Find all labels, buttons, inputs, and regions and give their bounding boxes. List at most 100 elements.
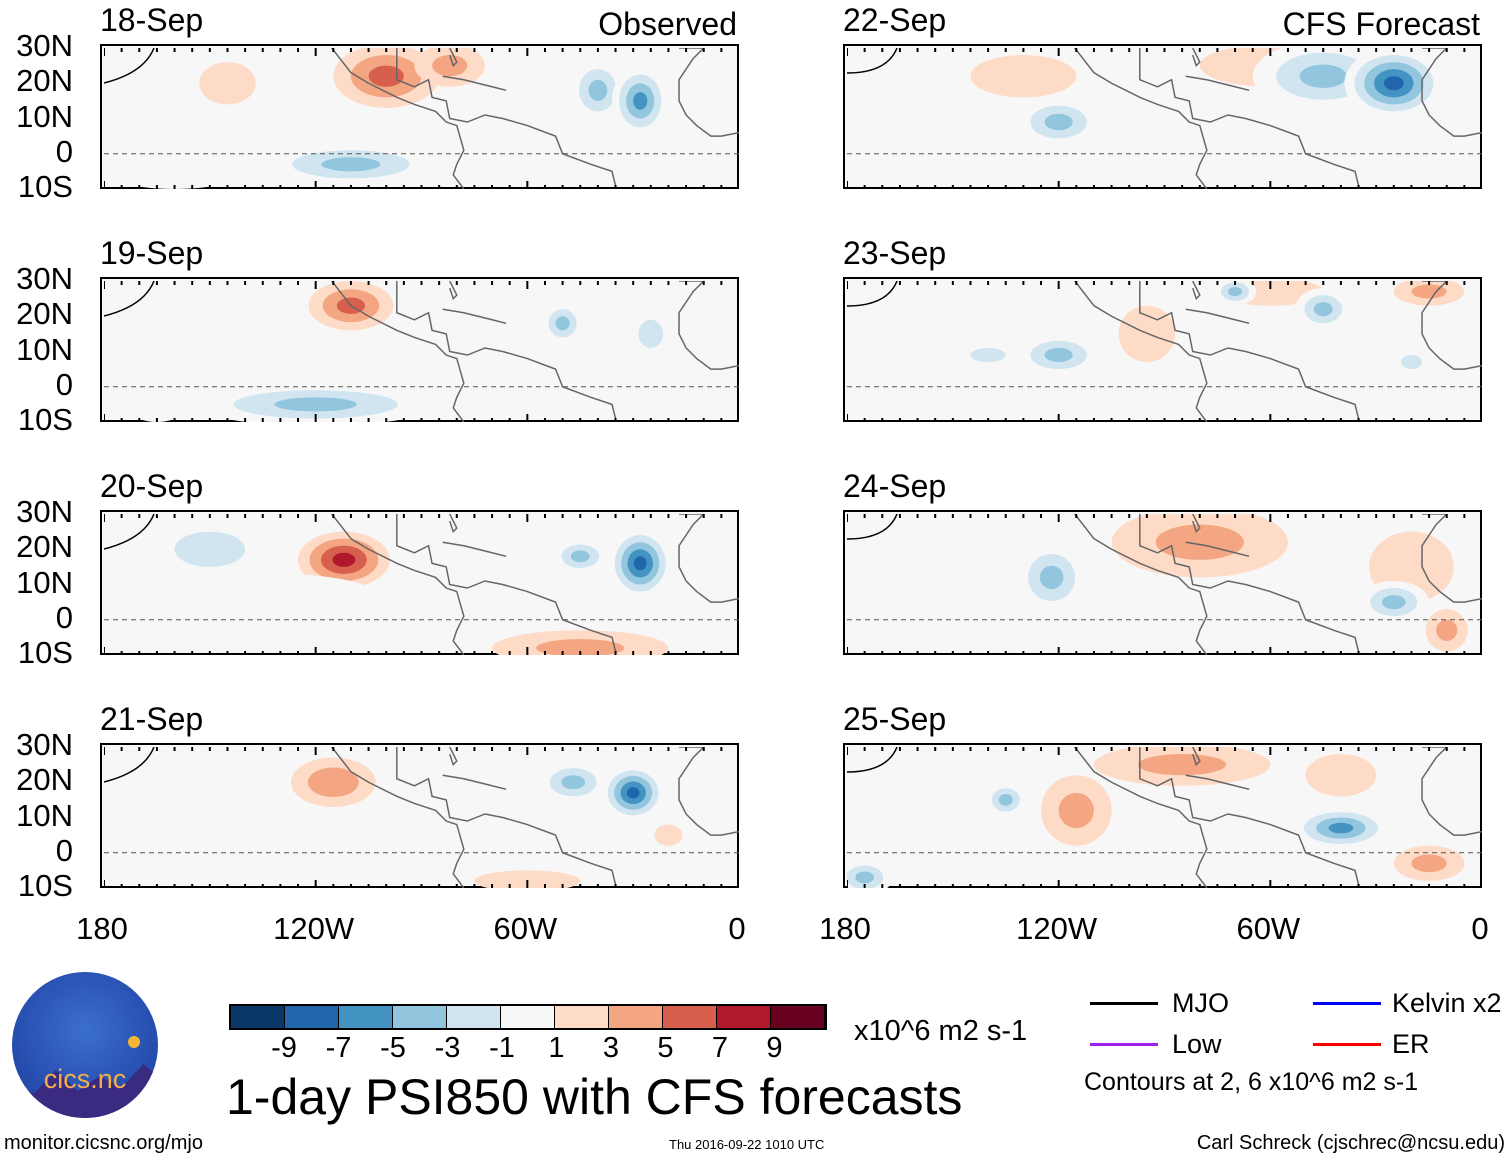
y-tick-label: 10N (16, 797, 73, 833)
map-canvas (104, 514, 739, 655)
coastline (1421, 48, 1482, 137)
coastline (678, 747, 739, 836)
map-canvas (847, 281, 1482, 422)
y-tick-label: 0 (55, 599, 73, 635)
anomaly-contour--5 (998, 794, 1013, 806)
anomaly-contour--5 (588, 79, 608, 101)
colorbar-label: -9 (271, 1032, 297, 1064)
colorbar-label: -1 (489, 1032, 515, 1064)
anomaly-contour--7 (1328, 822, 1354, 834)
anomaly-contour--1 (139, 305, 281, 363)
panel-tag: CFS Forecast (1282, 6, 1480, 42)
anomaly-contour--1 (174, 573, 387, 631)
coastline (1192, 514, 1201, 534)
anomaly-contour-5 (368, 65, 404, 87)
anomaly-contour-3 (1436, 619, 1458, 641)
y-tick-label: 10N (16, 564, 73, 600)
anomaly-contour--1 (128, 768, 256, 853)
y-tick-label: 30N (16, 261, 73, 296)
anomaly-contour-3 (1155, 524, 1244, 560)
anomaly-contour-3 (1411, 854, 1447, 873)
panel-date: 18-Sep (100, 2, 204, 38)
coastline (1421, 281, 1482, 370)
y-tick-label: 30N (16, 494, 73, 529)
anomaly-contour--5 (570, 550, 590, 563)
colorbar (229, 1004, 827, 1030)
anomaly-contour--5 (1313, 302, 1333, 317)
y-tick-label: 10N (16, 98, 73, 134)
x-tick-label: 0 (1471, 911, 1489, 946)
legend-kelvin: Kelvin x2 (1392, 988, 1502, 1018)
footer-timestamp: Thu 2016-09-22 1010 UTC (669, 1137, 825, 1152)
anomaly-contour--1 (899, 62, 971, 105)
y-tick-label: 0 (55, 133, 73, 169)
coastline (449, 281, 458, 301)
coastline (678, 48, 739, 137)
y-tick-label: 0 (55, 832, 73, 868)
y-tick-label: 10S (17, 868, 73, 903)
coastline (1185, 308, 1250, 325)
y-tick-label: 0 (55, 366, 73, 402)
anomaly-contour--5 (1299, 64, 1347, 88)
colorbar-swatch (339, 1006, 393, 1028)
coastline (449, 747, 458, 767)
mjo-contour (104, 514, 155, 550)
mjo-contour (847, 281, 898, 307)
coastline (1073, 281, 1208, 422)
y-tick-label: 20N (16, 529, 73, 565)
contour-note: Contours at 2, 6 x10^6 m2 s-1 (1084, 1068, 1419, 1096)
colorbar-label: 1 (548, 1032, 565, 1064)
coastline (1421, 747, 1482, 836)
map-panel-25-Sep (843, 743, 1482, 888)
y-tick-label: 10S (17, 402, 73, 437)
mjo-contour (104, 281, 155, 317)
map-canvas (847, 48, 1482, 189)
panel-date: 19-Sep (100, 235, 204, 271)
anomaly-contour-3 (307, 767, 359, 798)
map-panel-22-Sep (843, 44, 1482, 189)
x-tick-label: 60W (1236, 911, 1301, 946)
colorbar-swatch (231, 1006, 285, 1028)
mjo-legend-line (1090, 1002, 1158, 1005)
y-tick-label: 10N (16, 331, 73, 367)
y-tick-label: 30N (16, 727, 73, 762)
coastline (442, 774, 507, 791)
anomaly-contour--9 (633, 556, 647, 571)
low-legend-line (1090, 1043, 1158, 1046)
anomaly-contour--5 (274, 397, 357, 412)
y-tick-label: 20N (16, 762, 73, 798)
coastline (1073, 747, 1208, 888)
map-panel-18-Sep (100, 44, 739, 189)
coastline (1073, 48, 1208, 189)
anomaly-contour--5 (855, 871, 875, 884)
mjo-contour (847, 514, 898, 540)
coastline (330, 747, 465, 888)
coastline (1192, 48, 1201, 68)
anomaly-contour--3 (174, 531, 246, 567)
coastline (1192, 281, 1201, 301)
coastline (449, 48, 458, 68)
anomaly-contour--1 (864, 573, 1006, 631)
colorbar-swatch (501, 1006, 555, 1028)
anomaly-contour-3 (432, 55, 468, 77)
anomaly-contour-3 (1058, 792, 1094, 829)
anomaly-contour--9 (1383, 76, 1404, 91)
anomaly-contour--7 (633, 92, 648, 110)
map-canvas (104, 281, 739, 422)
panel-tag: Observed (598, 6, 737, 42)
coastline (442, 541, 507, 558)
cicsnc-logo: cics.nc (12, 972, 158, 1118)
anomaly-contour-1 (1305, 754, 1377, 797)
coastline (678, 281, 739, 370)
colorbar-swatch (609, 1006, 663, 1028)
mjo-contour (847, 747, 898, 773)
footer-author: Carl Schreck (cjschrec@ncsu.edu) (1196, 1132, 1505, 1154)
colorbar-units: x10^6 m2 s-1 (854, 1015, 1028, 1047)
anomaly-contour--5 (321, 157, 381, 172)
map-panel-19-Sep (100, 277, 739, 422)
coastline (1139, 281, 1360, 419)
y-tick-label: 10S (17, 169, 73, 204)
coastline (442, 308, 507, 325)
mjo-contour (847, 48, 898, 74)
